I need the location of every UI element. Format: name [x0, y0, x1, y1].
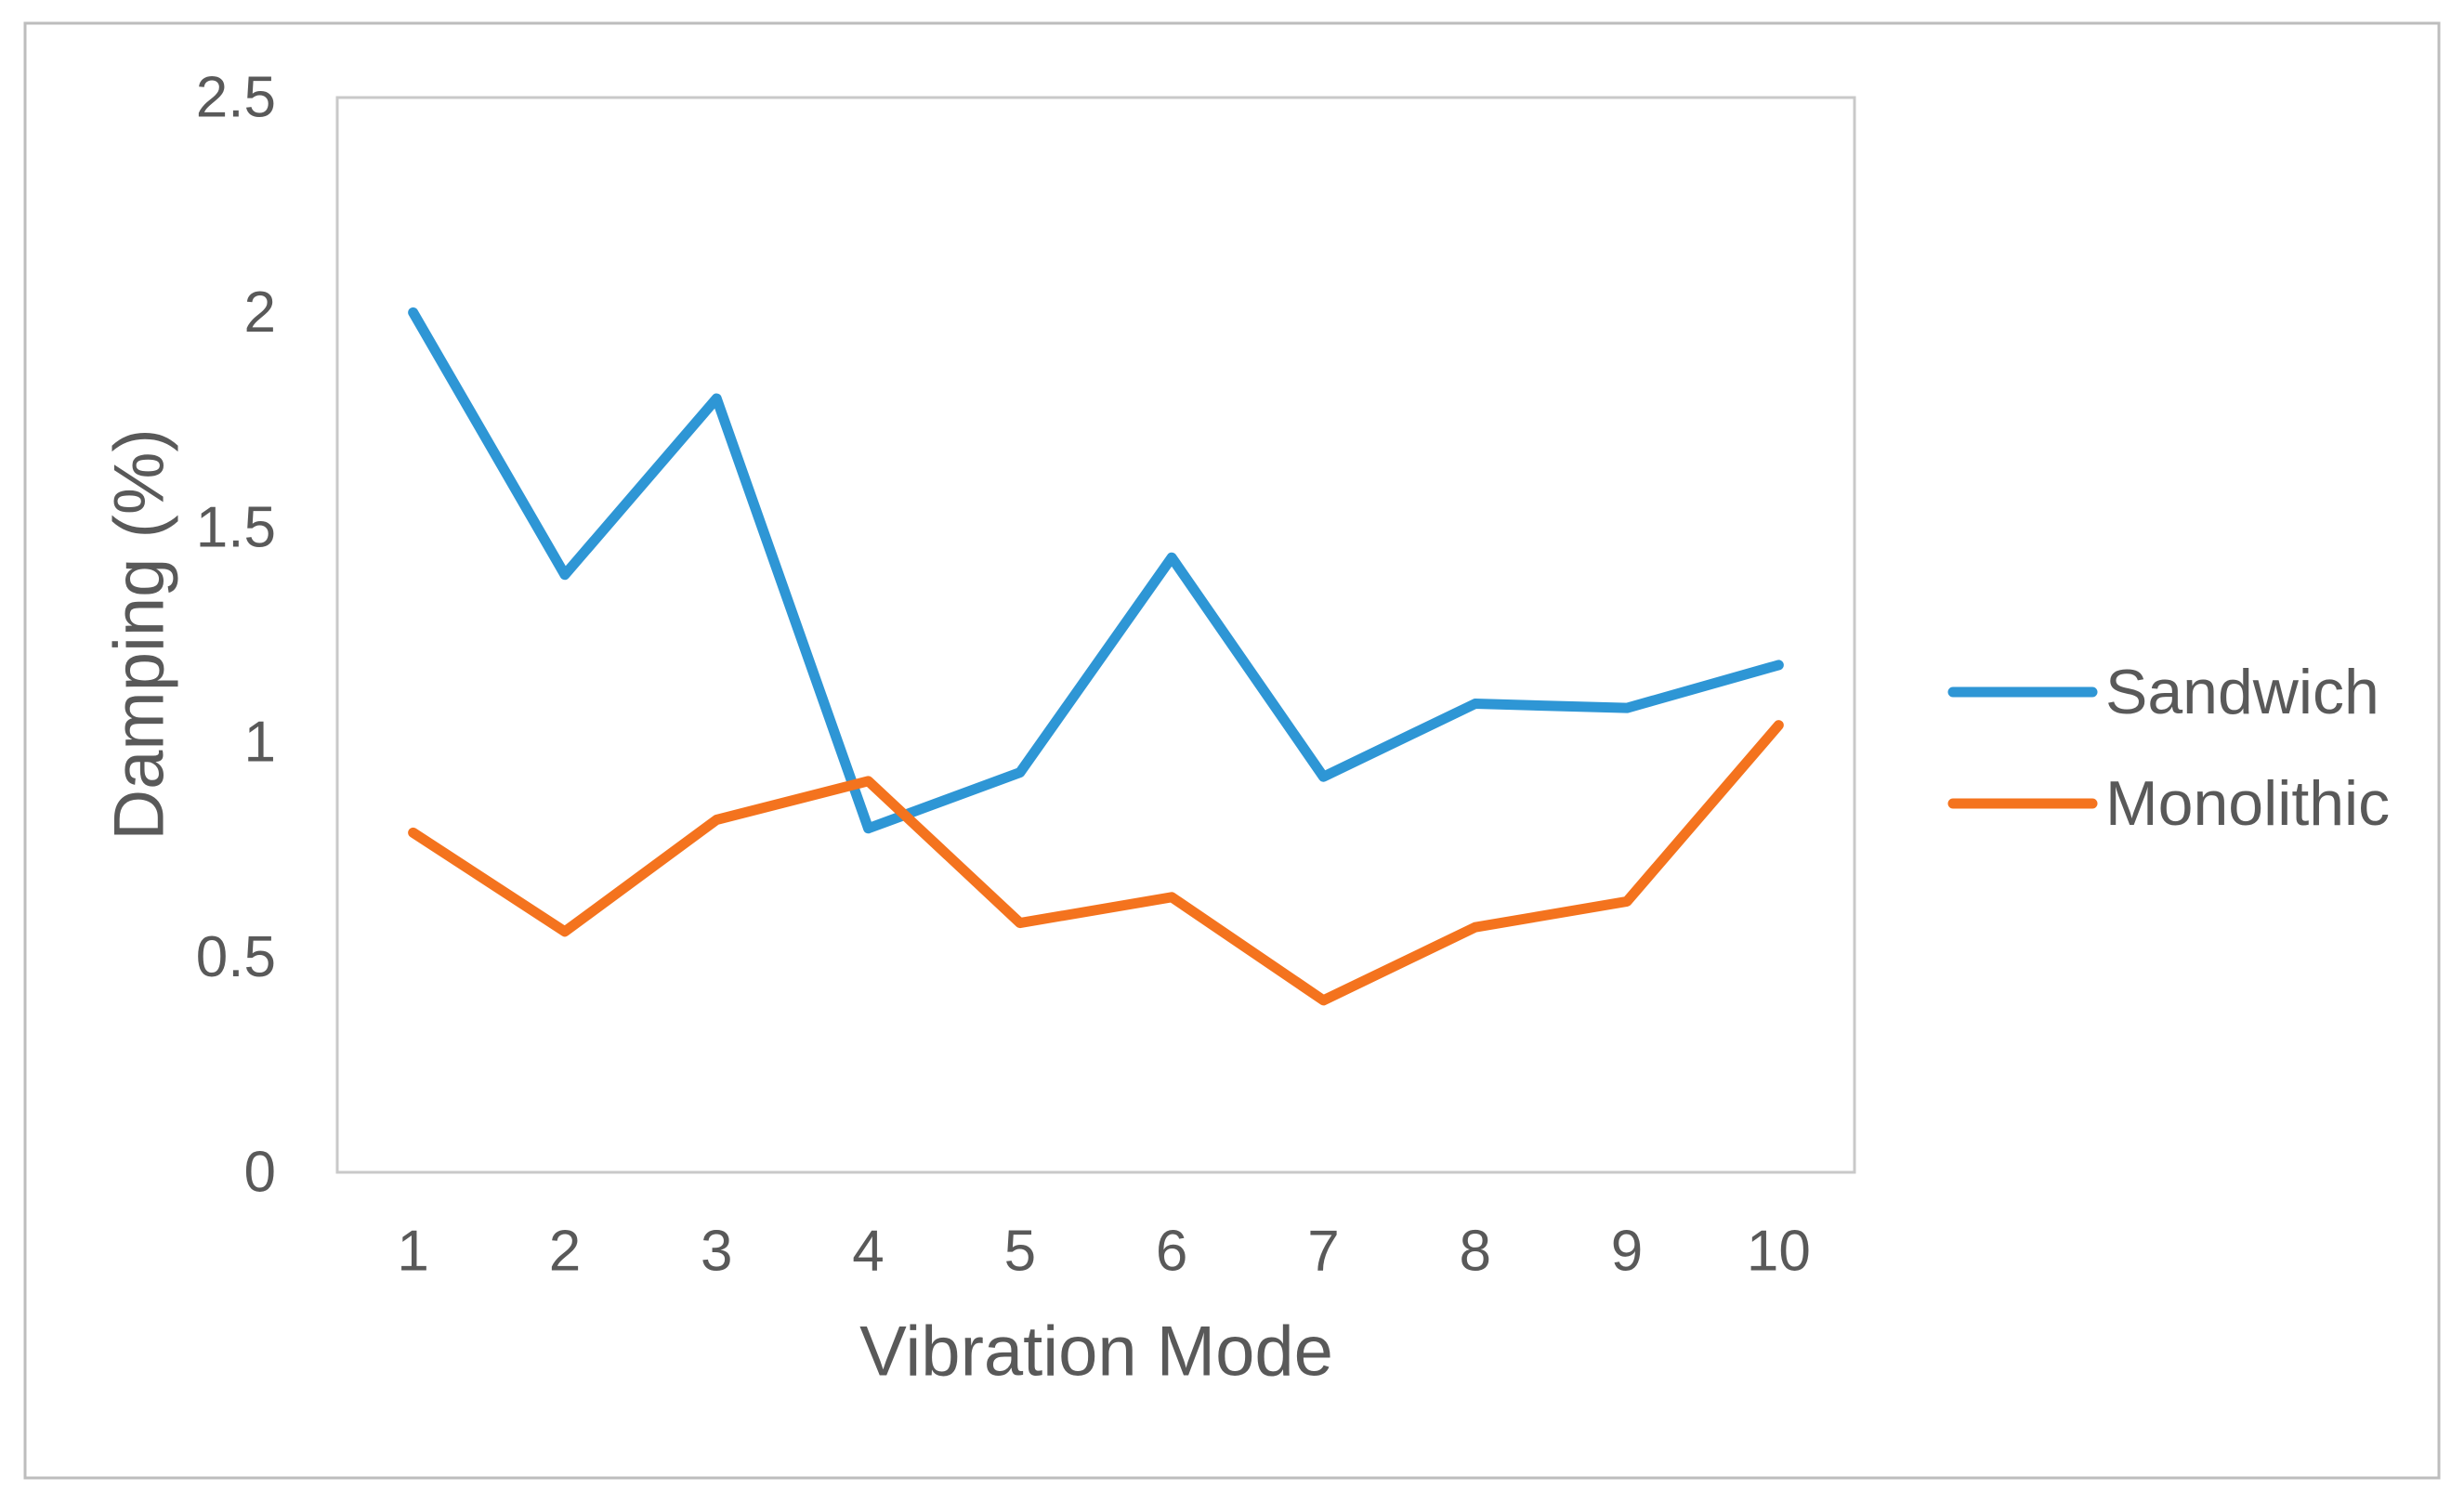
x-tick-label: 9 [1611, 1220, 1643, 1284]
x-tick-label: 3 [701, 1220, 732, 1284]
y-tick-label: 0 [244, 1141, 276, 1205]
series-line-sandwich [408, 307, 1784, 834]
x-axis-tick-labels: 1 2 3 4 5 6 7 8 9 10 [397, 1220, 1810, 1284]
legend-label-sandwich: Sandwich [2105, 657, 2379, 727]
x-tick-label: 4 [852, 1220, 884, 1284]
x-tick-label: 10 [1747, 1220, 1811, 1284]
x-tick-label: 2 [549, 1220, 581, 1284]
y-tick-label: 2 [244, 281, 276, 345]
series-line-monolithic [408, 720, 1784, 1006]
plot-area [335, 96, 1856, 1174]
x-tick-label: 1 [397, 1220, 428, 1284]
x-tick-label: 7 [1307, 1220, 1339, 1284]
y-tick-label: 1 [244, 711, 276, 775]
y-tick-label: 1.5 [196, 495, 276, 559]
y-tick-label: 0.5 [196, 925, 276, 989]
y-tick-label: 2.5 [196, 66, 276, 130]
x-axis-title: Vibration Mode [859, 1313, 1333, 1392]
legend: Sandwich Monolithic [1947, 657, 2390, 839]
legend-label-monolithic: Monolithic [2105, 768, 2390, 839]
y-axis-title: Damping (%) [100, 428, 179, 840]
x-tick-label: 5 [1004, 1220, 1036, 1284]
y-axis-tick-labels: 0 0.5 1 1.5 2 2.5 [196, 66, 276, 1205]
plot-series [408, 307, 1784, 1006]
x-tick-label: 8 [1460, 1220, 1491, 1284]
x-tick-label: 6 [1156, 1220, 1187, 1284]
figure-border [23, 21, 2441, 1480]
